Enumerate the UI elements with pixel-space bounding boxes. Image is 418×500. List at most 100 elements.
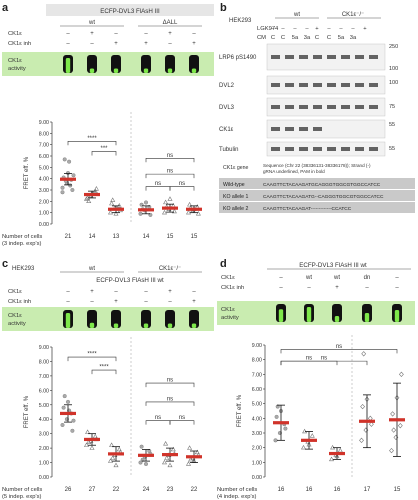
row-value: + <box>144 41 148 47</box>
ncells-label: Number of cells <box>2 234 42 240</box>
row-value: – <box>114 289 118 295</box>
cell-line-label: HEK293 <box>229 18 252 24</box>
ncells-value: 17 <box>364 487 371 493</box>
data-point <box>116 446 122 452</box>
data-point <box>71 173 76 178</box>
significance-bracket <box>145 401 195 406</box>
cell-icon-glow <box>89 322 95 328</box>
data-point <box>70 428 75 433</box>
ncells-value: 15 <box>167 234 174 240</box>
cell-icon-glow <box>167 323 173 328</box>
table-header-bg <box>219 160 415 176</box>
blot-panel <box>266 43 386 71</box>
ncells-value: 16 <box>278 487 285 493</box>
ncells-value: 26 <box>65 487 72 493</box>
row-value: – <box>307 285 311 291</box>
blot-band <box>327 55 336 59</box>
ncells-label: (4 indep. exp's) <box>217 494 257 500</box>
cell-icon <box>87 55 97 73</box>
row-value: – <box>365 285 369 291</box>
data-point <box>389 447 394 454</box>
table-cell: CAAGTTCTACAAGATG--CAGGGTGGCGTGGCCATCC <box>263 194 384 200</box>
cell-icon-glow <box>143 323 149 328</box>
blot-band <box>271 83 280 87</box>
ncells-value: 24 <box>143 487 150 493</box>
row-value: – <box>144 31 148 37</box>
panel-label-b: b <box>220 2 227 14</box>
y-tick-label: 4.00 <box>39 417 49 423</box>
data-point <box>61 405 66 410</box>
row-value: – <box>279 285 283 291</box>
table-header: CK1ε gene <box>223 165 249 171</box>
blot-band <box>341 105 350 109</box>
data-point <box>188 456 194 462</box>
lane-cm: C <box>327 35 331 41</box>
table-row <box>219 190 415 201</box>
data-point <box>195 210 201 216</box>
blot-panel <box>266 141 386 157</box>
ncells-value: 23 <box>167 487 174 493</box>
blot-band <box>285 127 294 131</box>
y-tick-label: 8.00 <box>252 358 262 364</box>
blot-band <box>313 127 322 131</box>
y-axis-label: FRET eff. % <box>237 394 243 427</box>
cell-icon <box>189 310 199 328</box>
panel-a-chart: ECFP-DVL3 FlAsH III wt ΔALL CK1ε – + – – + – CK1ε … <box>2 4 214 247</box>
mean-bar <box>186 207 202 211</box>
row-value: + <box>114 41 118 47</box>
row-value: – <box>144 289 148 295</box>
activity-label: CK1ε <box>221 307 235 313</box>
blot-band <box>355 55 364 59</box>
data-point <box>109 200 115 206</box>
data-point <box>337 447 343 453</box>
data-point <box>139 444 144 449</box>
significance-label: **** <box>87 136 97 142</box>
y-tick-label: 9.00 <box>252 343 262 349</box>
data-point <box>113 210 119 216</box>
panel-label-a: a <box>2 2 9 14</box>
mean-bar <box>60 177 76 181</box>
blot-band <box>285 55 294 59</box>
mean-bar <box>108 452 124 456</box>
cell-icon-glow <box>113 68 119 73</box>
blot-band <box>341 83 350 87</box>
data-point <box>302 428 308 434</box>
lane-lgk: – <box>327 26 331 32</box>
row-value: – <box>90 41 94 47</box>
y-tick-label: 6.00 <box>252 387 262 393</box>
ncells-value: 14 <box>143 234 150 240</box>
significance-bracket <box>91 369 117 375</box>
row-value: + <box>168 289 172 295</box>
cell-icon-glow <box>89 68 95 73</box>
blot-band <box>369 105 378 109</box>
significance-label: ns <box>167 396 173 402</box>
significance-label: ns <box>321 356 327 362</box>
y-tick-label: 7.00 <box>39 143 49 149</box>
data-point <box>65 399 70 404</box>
y-axis-label: FRET eff. % <box>24 156 30 189</box>
row-label: CK1ε <box>8 289 22 295</box>
row-value: – <box>66 289 70 295</box>
data-point <box>70 187 75 192</box>
data-point <box>164 455 170 460</box>
mean-bar <box>301 438 317 442</box>
significance-bracket <box>280 349 398 354</box>
mw-marker: 55 <box>389 122 395 128</box>
ncells-label: Number of cells <box>2 487 42 493</box>
y-tick-label: 0.00 <box>39 475 49 481</box>
ncells-label: Number of cells <box>217 487 257 493</box>
row-value: – <box>279 275 283 281</box>
row-label: CK1ε inh <box>8 299 31 305</box>
ncells-value: 21 <box>65 234 72 240</box>
activity-label: CK1ε <box>8 58 22 64</box>
blot-band <box>271 127 280 131</box>
data-point <box>143 200 148 205</box>
table-cell: CAAGTTCTACAAGAT-------------CCATCC <box>263 206 352 212</box>
row-value: – <box>114 31 118 37</box>
group-label: wt <box>88 266 95 272</box>
data-point <box>171 208 177 214</box>
cell-icon <box>141 310 151 328</box>
table-row <box>219 202 415 213</box>
significance-label: ns <box>306 356 312 362</box>
data-point <box>274 414 279 419</box>
